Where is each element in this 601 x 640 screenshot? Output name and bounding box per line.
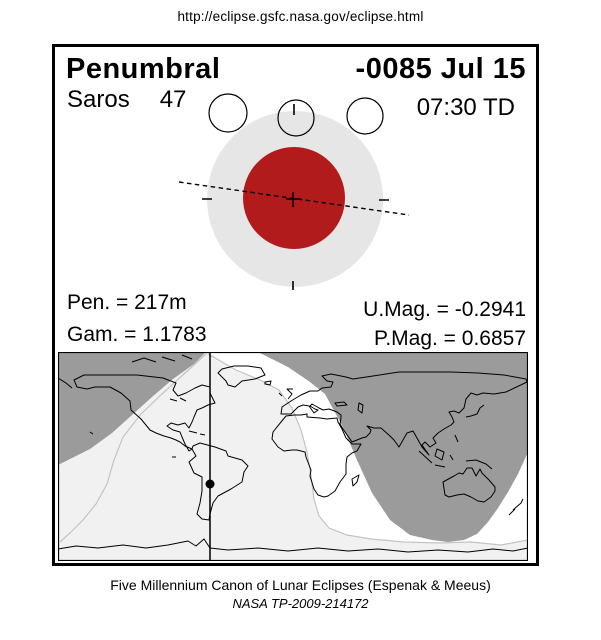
penumbra-tick-marks: [202, 104, 389, 290]
coast-eurasia: [280, 371, 528, 456]
moon-zenith-dot: [205, 479, 215, 489]
coast-antarctica: [58, 538, 528, 553]
lakes-great-lakes: [169, 397, 187, 402]
moon-contact-circle-first: [208, 93, 248, 133]
lake-caspian: [357, 402, 364, 414]
map-twilight-zone: [58, 352, 528, 561]
stats-right-column: U.Mag. = -0.2941 P.Mag. = 0.6857: [363, 295, 526, 353]
eclipse-date-label: -0085 Jul 15: [355, 53, 526, 85]
penumbral-magnitude: P.Mag. = 0.6857: [374, 327, 526, 350]
center-cross: [286, 192, 301, 207]
gamma-value: Gam. = 1.1783: [67, 323, 207, 346]
coast-british-isles: [278, 388, 293, 400]
coast-caribbean: [188, 430, 206, 436]
greatest-eclipse-time: 07:30 TD: [416, 94, 515, 121]
coast-madagascar: [351, 474, 360, 487]
nasa-report-caption: NASA TP-2009-214172: [232, 596, 369, 611]
coast-indonesia: [418, 434, 493, 470]
penumbral-duration: Pen. = 217m: [67, 291, 187, 314]
lake-black-sea: [334, 401, 348, 407]
map-coastlines: [58, 354, 528, 553]
coast-new-zealand: [508, 498, 524, 516]
saros-number: 47: [159, 86, 187, 113]
saros-label: Saros: [67, 86, 130, 113]
coast-japan: [465, 404, 485, 418]
map-contact-curve-west: [59, 353, 207, 543]
coast-africa: [271, 413, 362, 498]
coast-australia: [442, 467, 496, 503]
canon-title-caption: Five Millennium Canon of Lunar Eclipses …: [110, 577, 491, 593]
map-frame: [58, 352, 528, 561]
umbral-magnitude: U.Mag. = -0.2941: [363, 298, 526, 321]
coast-arctic-islands: [58, 354, 193, 389]
world-visibility-map: [58, 352, 528, 561]
url-caption: http://eclipse.gsfc.nasa.gov/eclipse.htm…: [177, 9, 424, 24]
shadow-geometry-diagram: [178, 93, 410, 290]
map-contact-curve-east: [207, 353, 528, 546]
island-hawaii: [89, 431, 94, 435]
moon-contact-circle-last: [346, 97, 384, 135]
stats-left-column: Pen. = 217m Gam. = 1.1783: [67, 287, 207, 351]
coast-greenland: [217, 365, 266, 388]
moon-contact-circle-greatest: [277, 99, 315, 137]
coast-south-america: [188, 442, 249, 521]
eclipse-type-label: Penumbral: [66, 53, 221, 85]
saros-line: Saros 47: [67, 86, 186, 114]
eclipse-plate: Penumbral -0085 Jul 15 Saros 47 07:30 TD …: [52, 44, 539, 566]
coast-iceland: [264, 380, 272, 386]
coast-north-america: [73, 374, 216, 452]
